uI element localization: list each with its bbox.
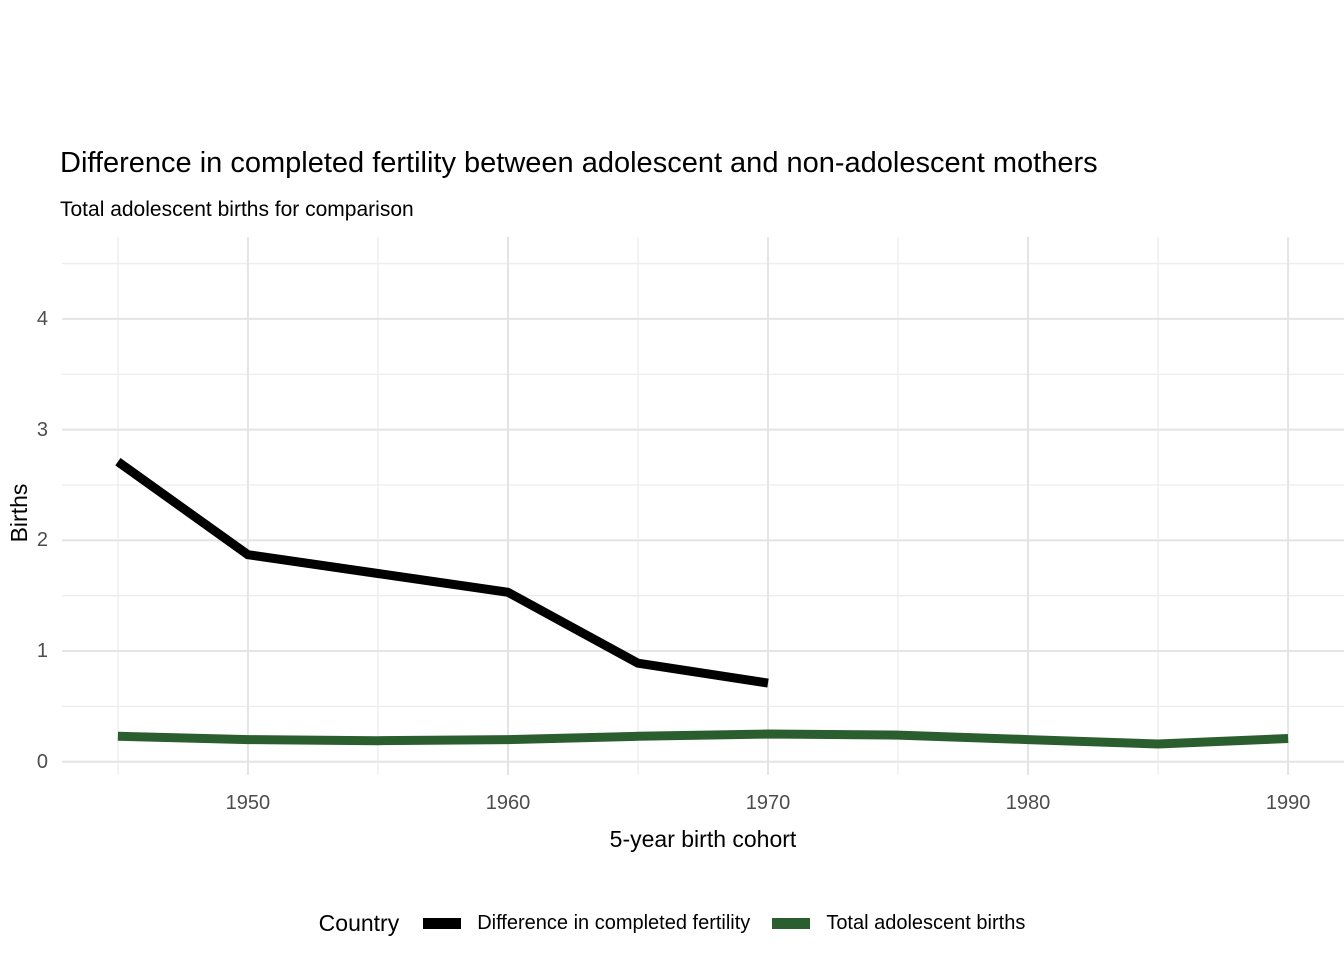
x-axis-title: 5-year birth cohort	[609, 826, 797, 852]
y-axis-title: Births	[6, 483, 32, 543]
y-tick-label: 0	[36, 750, 48, 773]
x-tick-label: 1990	[1265, 792, 1311, 814]
legend-swatch-total-adolescent-births	[772, 917, 811, 929]
legend-swatch-difference-in-completed-fertility	[423, 917, 462, 929]
legend: Country Difference in completed fertilit…	[0, 903, 1344, 943]
chart-title: Difference in completed fertility betwee…	[60, 147, 1098, 179]
legend-title: Country	[318, 909, 400, 936]
chart-subtitle: Total adolescent births for comparison	[60, 198, 414, 221]
x-tick-label: 1980	[1005, 792, 1051, 814]
y-tick-label: 4	[36, 307, 48, 330]
x-tick-label: 1960	[485, 792, 531, 814]
legend-item-total-adolescent-births: Total adolescent births	[772, 912, 1025, 935]
x-tick-label: 1970	[745, 792, 791, 814]
y-tick-label: 3	[36, 418, 48, 441]
legend-item-label: Total adolescent births	[826, 911, 1026, 934]
x-tick-label: 1950	[225, 792, 271, 814]
y-tick-label: 2	[36, 529, 48, 552]
legend-item-label: Difference in completed fertility	[477, 911, 751, 934]
series-line-total-adolescent-births	[117, 729, 1289, 749]
y-tick-label: 1	[36, 640, 48, 663]
series-line-difference-in-completed-fertility	[115, 458, 769, 688]
plot-area	[62, 237, 1344, 775]
legend-item-difference-in-completed-fertility: Difference in completed fertility	[423, 912, 750, 935]
chart-svg	[62, 237, 1344, 775]
